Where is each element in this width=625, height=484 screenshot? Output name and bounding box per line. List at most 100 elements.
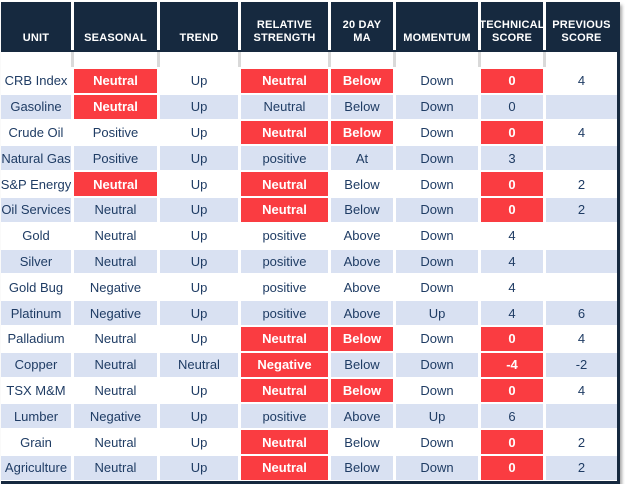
cell-seasonal: Neutral [74,249,157,274]
spacer-cell [481,52,543,67]
cell-20-day-ma: Below [331,430,393,454]
column-header-20-day-ma: 20 DAY MA [331,2,393,50]
table-row: Palladium Neutral Up Neutral Below Down 0 4 [1,326,617,351]
cell-relative-strength: Neutral [241,455,328,480]
cell-previous-score: 4 [546,378,617,403]
cell-unit: Agriculture [1,455,71,480]
cell-relative-strength: positive [241,146,328,171]
cell-seasonal: Negative [74,275,157,300]
cell-relative-strength: Neutral [241,326,328,351]
header-spacer-row [1,52,617,67]
cell-unit: Natural Gas [1,146,71,171]
cell-momentum: Down [396,94,478,119]
cell-momentum: Down [396,69,478,93]
table-row: Natural Gas Positive Up positive At Down 3 [1,146,617,171]
cell-unit: Gasoline [1,94,71,119]
cell-20-day-ma: At [331,146,393,171]
cell-seasonal: Neutral [74,352,157,377]
table-row: Silver Neutral Up positive Above Down 4 [1,249,617,274]
spacer-cell [1,52,71,67]
cell-seasonal: Neutral [74,455,157,480]
cell-technical-score: 0 [481,326,543,351]
cell-technical-score: 0 [481,378,543,403]
cell-previous-score [546,146,617,171]
cell-trend: Up [160,326,238,351]
spacer-cell [241,52,328,67]
cell-seasonal: Positive [74,120,157,145]
cell-relative-strength: Neutral [241,69,328,93]
cell-relative-strength: Neutral [241,172,328,196]
cell-previous-score [546,223,617,248]
cell-relative-strength: Neutral [241,378,328,403]
spacer-cell [546,52,617,67]
cell-previous-score: 2 [546,430,617,454]
cell-technical-score: 0 [481,94,543,119]
column-header-previous-score: PREVIOUS SCORE [546,2,617,50]
cell-previous-score: 4 [546,120,617,145]
cell-relative-strength: positive [241,301,328,325]
cell-momentum: Down [396,197,478,222]
cell-20-day-ma: Above [331,275,393,300]
cell-trend: Up [160,69,238,93]
cell-relative-strength: positive [241,275,328,300]
cell-previous-score [546,404,617,429]
cell-trend: Up [160,146,238,171]
cell-previous-score [546,275,617,300]
cell-momentum: Down [396,146,478,171]
cell-technical-score: 0 [481,69,543,93]
cell-momentum: Up [396,404,478,429]
column-header-unit: UNIT [1,2,71,50]
cell-seasonal: Neutral [74,223,157,248]
table-row: Agriculture Neutral Up Neutral Below Down 0 2 [1,455,617,480]
cell-seasonal: Neutral [74,172,157,196]
table-row: Gold Neutral Up positive Above Down 4 [1,223,617,248]
table-row: S&P Energy Neutral Up Neutral Below Down 0 2 [1,172,617,196]
cell-relative-strength: Neutral [241,120,328,145]
column-header-technical-score: TECHNICAL SCORE [479,2,544,50]
cell-technical-score: 4 [481,275,543,300]
cell-relative-strength: Neutral [241,94,328,119]
cell-relative-strength: positive [241,404,328,429]
cell-previous-score: 2 [546,197,617,222]
cell-trend: Up [160,301,238,325]
cell-technical-score: 0 [481,455,543,480]
cell-technical-score: 0 [481,197,543,222]
cell-trend: Up [160,249,238,274]
table-row: Platinum Negative Up positive Above Up 4 6 [1,301,617,325]
cell-momentum: Up [396,301,478,325]
cell-trend: Up [160,120,238,145]
column-header-seasonal: SEASONAL [74,2,157,50]
cell-technical-score: 4 [481,301,543,325]
cell-technical-score: -4 [481,352,543,377]
cell-momentum: Down [396,455,478,480]
cell-trend: Up [160,404,238,429]
table-row: TSX M&M Neutral Up Neutral Below Down 0 4 [1,378,617,403]
cell-technical-score: 4 [481,223,543,248]
spacer-cell [160,52,238,67]
table-body: CRB Index Neutral Up Neutral Below Down 0 4 Gaso… [1,69,617,480]
cell-momentum: Down [396,275,478,300]
cell-20-day-ma: Above [331,223,393,248]
cell-technical-score: 0 [481,430,543,454]
header-underline [1,50,617,52]
cell-relative-strength: positive [241,249,328,274]
cell-technical-score: 4 [481,249,543,274]
cell-relative-strength: positive [241,223,328,248]
cell-technical-score: 6 [481,404,543,429]
table-row: Oil Services Neutral Up Neutral Below Down 0 2 [1,197,617,222]
cell-unit: CRB Index [1,69,71,93]
cell-previous-score: 4 [546,69,617,93]
cell-20-day-ma: Below [331,120,393,145]
cell-unit: TSX M&M [1,378,71,403]
cell-unit: Palladium [1,326,71,351]
cell-relative-strength: Neutral [241,197,328,222]
column-header-momentum: MOMENTUM [396,2,478,50]
cell-20-day-ma: Below [331,197,393,222]
table-row: Lumber Negative Up positive Above Up 6 [1,404,617,429]
cell-seasonal: Neutral [74,94,157,119]
table-row: CRB Index Neutral Up Neutral Below Down 0 4 [1,69,617,93]
cell-technical-score: 0 [481,120,543,145]
cell-relative-strength: Negative [241,352,328,377]
cell-momentum: Down [396,430,478,454]
